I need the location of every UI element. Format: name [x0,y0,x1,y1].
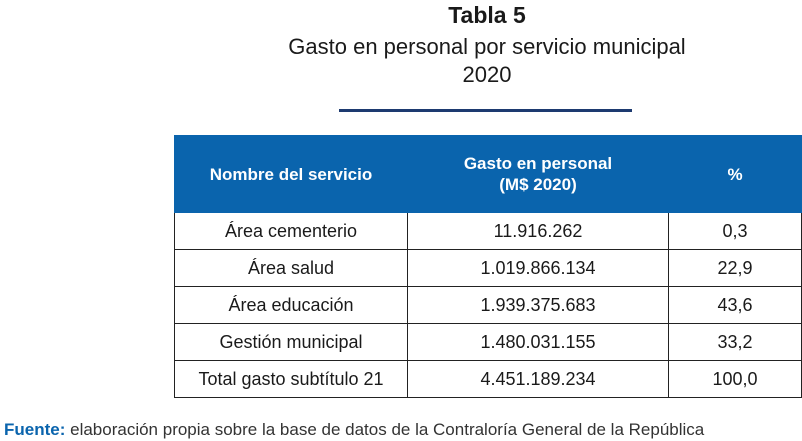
subtitle-line-2: 2020 [462,62,512,87]
table-total-row: Total gasto subtítulo 21 4.451.189.234 1… [174,360,802,398]
cell-percent: 0,3 [668,212,802,250]
header-personnel-expense-line2: (M$ 2020) [499,175,577,194]
data-table: Nombre del servicio Gasto en personal (M… [174,135,802,398]
cell-expense: 1.480.031.155 [407,323,669,361]
table-subtitle: Gasto en personal por servicio municipal… [174,33,800,89]
cell-expense: 11.916.262 [407,212,669,250]
table-row: Área salud 1.019.866.134 22,9 [174,249,802,287]
source-text: elaboración propia sobre la base de dato… [65,420,705,439]
source-note: Fuente: elaboración propia sobre la base… [4,420,704,440]
cell-service: Total gasto subtítulo 21 [174,360,408,398]
cell-service: Área cementerio [174,212,408,250]
header-percent: % [668,135,802,213]
header-personnel-expense: Gasto en personal (M$ 2020) [407,135,669,213]
cell-percent: 33,2 [668,323,802,361]
table-row: Gestión municipal 1.480.031.155 33,2 [174,323,802,361]
cell-expense: 1.939.375.683 [407,286,669,324]
cell-service: Área educación [174,286,408,324]
table-row: Área cementerio 11.916.262 0,3 [174,212,802,250]
table-header-row: Nombre del servicio Gasto en personal (M… [174,135,802,213]
source-label: Fuente: [4,420,66,439]
table-row: Área educación 1.939.375.683 43,6 [174,286,802,324]
cell-expense: 4.451.189.234 [407,360,669,398]
cell-percent: 43,6 [668,286,802,324]
cell-percent: 22,9 [668,249,802,287]
cell-percent: 100,0 [668,360,802,398]
cell-expense: 1.019.866.134 [407,249,669,287]
title-divider [339,109,632,112]
cell-service: Gestión municipal [174,323,408,361]
header-service-name: Nombre del servicio [174,135,408,213]
cell-service: Área salud [174,249,408,287]
header-personnel-expense-line1: Gasto en personal [463,154,613,173]
subtitle-line-1: Gasto en personal por servicio municipal [288,34,686,59]
table-title: Tabla 5 [448,2,526,28]
